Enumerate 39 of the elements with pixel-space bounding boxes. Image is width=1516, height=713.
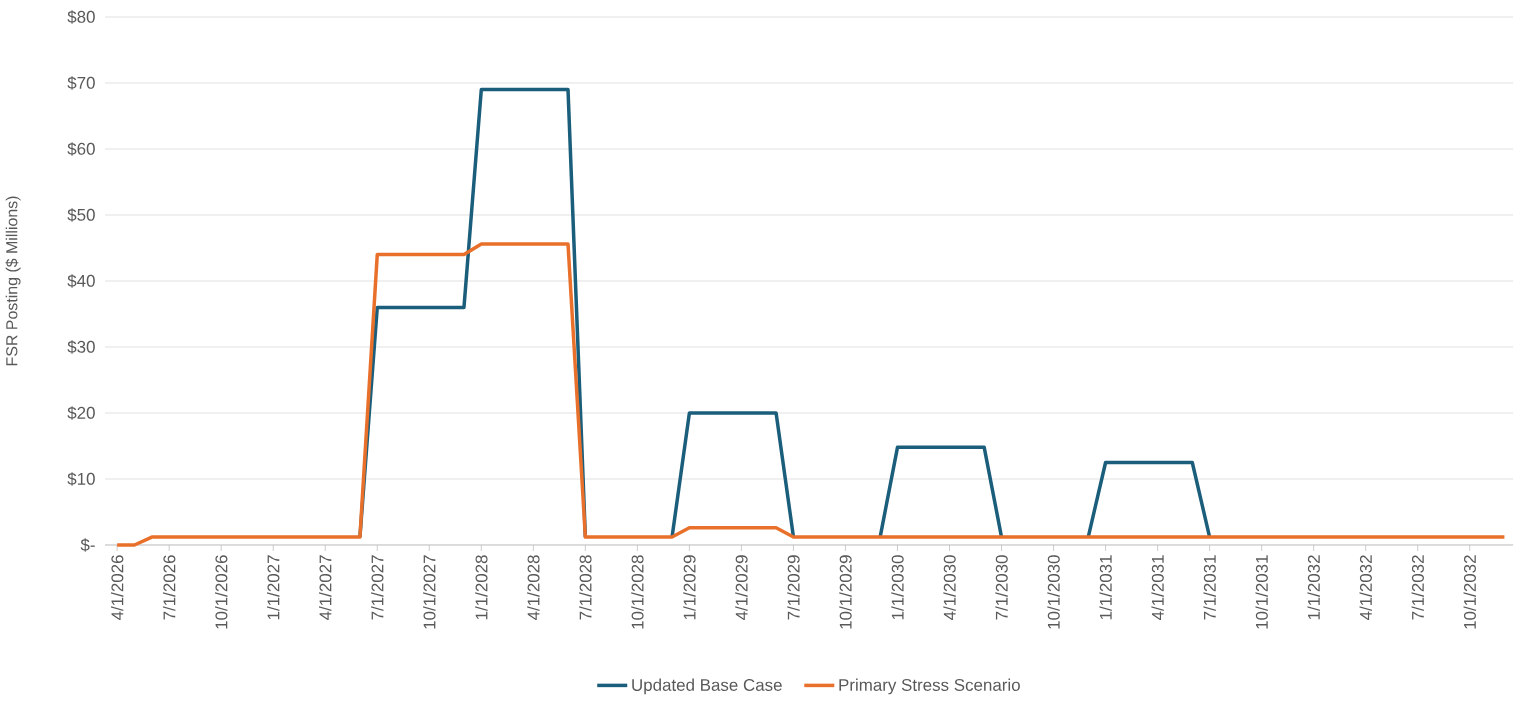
y-tick-label: $20 [67,406,95,420]
x-tick-label: 1/1/2032 [1307,555,1320,620]
x-tick-label: 10/1/2032 [1463,555,1476,629]
y-tick-label: $70 [67,76,95,90]
x-tick-label: 4/1/2030 [943,555,956,621]
y-tick-label: $10 [67,472,95,486]
x-tick-label: 4/1/2028 [527,555,540,621]
y-axis-title: FSR Posting ($ Millions) [5,196,21,366]
y-tick-label: $40 [67,274,95,288]
x-tick-label: 10/1/2026 [214,555,228,629]
x-tick-label: 7/1/2026 [162,555,176,620]
x-tick-label: 4/1/2029 [735,555,748,621]
y-tick-label: $50 [67,208,95,222]
x-tick-label: 1/1/2029 [683,555,696,620]
x-tick-label: 1/1/2028 [475,555,488,620]
x-tick-label: 4/1/2031 [1151,555,1164,621]
legend-label: Updated Base Case [632,678,782,695]
x-tick-label: 7/1/2030 [995,555,1008,620]
x-tick-label: 1/1/2027 [267,555,280,620]
x-tick-label: 7/1/2028 [579,555,592,620]
x-tick-label: 4/1/2026 [110,555,124,621]
x-tick-label: 7/1/2032 [1411,555,1424,620]
x-tick-label: 10/1/2028 [631,555,644,629]
y-tick-label: $- [80,538,95,552]
x-tick-label: 10/1/2030 [1047,555,1060,629]
y-tick-label: $30 [67,340,95,354]
x-tick-label: 1/1/2030 [891,555,904,620]
x-tick-label: 10/1/2031 [1255,555,1268,629]
x-tick-label: 4/1/2032 [1359,555,1372,621]
x-tick-label: 7/1/2031 [1203,555,1216,620]
y-tick-label: $80 [67,10,95,24]
x-tick-label: 10/1/2027 [423,555,436,629]
legend-label: Primary Stress Scenario [839,678,1020,695]
x-tick-label: 4/1/2027 [319,555,332,621]
x-tick-label: 7/1/2029 [787,555,800,620]
y-tick-label: $60 [67,142,95,156]
x-tick-label: 1/1/2031 [1099,555,1112,620]
x-tick-label: 10/1/2029 [839,555,852,629]
x-tick-label: 7/1/2027 [371,555,384,620]
